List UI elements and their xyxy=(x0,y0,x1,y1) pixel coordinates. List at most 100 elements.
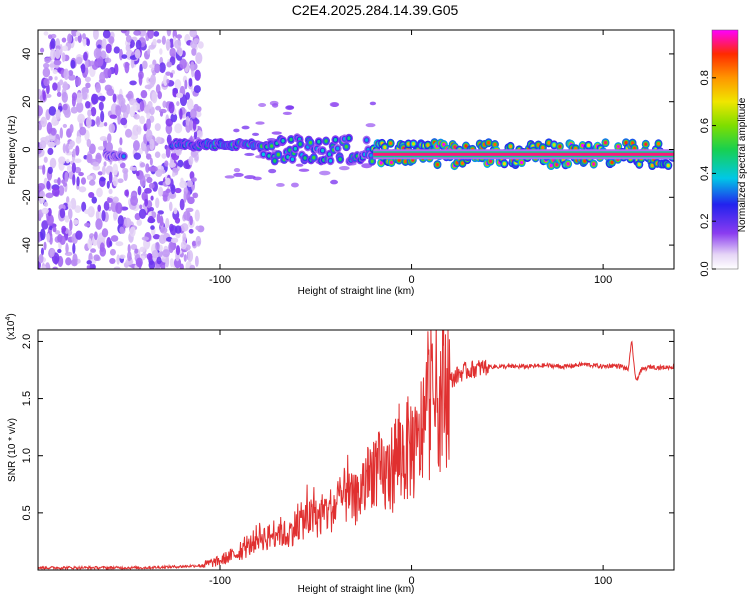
spectrogram-cell xyxy=(282,111,292,115)
spectrogram-cell xyxy=(317,139,321,144)
snr-axes: -100 0 100 0.5 1.0 1.5 2.0 xyxy=(21,330,674,587)
spectrogram-cell xyxy=(656,141,661,146)
spectrogram-cell xyxy=(541,145,545,150)
spectrogram-cell xyxy=(38,146,42,155)
spectrogram-cell xyxy=(289,137,293,142)
spectrogram-cell xyxy=(122,154,126,159)
spectrogram-cell xyxy=(38,105,43,117)
spectrogram-cell xyxy=(61,91,68,103)
spectrogram-cell xyxy=(169,47,176,58)
spectrogram-cell xyxy=(193,130,198,140)
spectrogram-cell xyxy=(39,140,47,150)
spectrogram-cell xyxy=(43,31,49,36)
spectrogram-cell xyxy=(42,90,46,101)
spectrogram-cell xyxy=(136,219,142,227)
spectrogram-cell xyxy=(93,254,100,261)
spectrogram-cell xyxy=(197,41,204,49)
spectrogram-cell xyxy=(41,207,49,215)
spectrogram-cell xyxy=(65,142,70,154)
spectrogram-cell xyxy=(99,136,108,142)
spectrogram-cell xyxy=(168,241,174,254)
spectrogram-cell xyxy=(139,115,146,125)
spectrogram-cell xyxy=(233,128,240,133)
colorbar-axes: 0.0 0.2 0.4 0.6 0.8 xyxy=(699,70,716,277)
spectrogram-cell xyxy=(290,157,295,162)
colorbar-tick-label: 0.8 xyxy=(699,70,711,85)
spectrogram-cell xyxy=(184,79,188,90)
spectrogram-cell xyxy=(47,147,54,156)
spectrogram-cell xyxy=(165,71,172,76)
spectrogram-cell xyxy=(241,125,250,130)
spectrogram-cell xyxy=(170,72,174,78)
spectrogram-cell xyxy=(182,232,187,243)
spectrogram-cell xyxy=(152,38,157,46)
spectrogram-cell xyxy=(109,240,113,247)
spectrogram-cell xyxy=(174,79,182,90)
spectrogram-cell xyxy=(180,241,187,250)
spectrogram-cell xyxy=(180,223,189,232)
spectrogram-cell xyxy=(189,119,194,131)
spectrogram-cell xyxy=(146,77,150,84)
spectrogram-cell xyxy=(166,30,172,37)
spectrogram-cell xyxy=(139,175,146,188)
spectrogram-cell xyxy=(90,248,97,253)
spectrogram-cell xyxy=(319,170,331,176)
spectrogram-cell xyxy=(195,235,202,247)
spectrogram-cell xyxy=(173,257,182,269)
colorbar-gradient xyxy=(711,29,739,270)
snr-ylabel: SNR (10 * v/v) xyxy=(7,418,18,482)
spectrogram-cell xyxy=(41,265,47,269)
spectrogram-cell xyxy=(164,160,169,167)
spectrogram-cell xyxy=(149,157,153,166)
spectrogram-cell xyxy=(80,177,87,185)
spectrogram-cell xyxy=(155,197,160,209)
spectrogram-cell xyxy=(159,111,164,117)
spectrogram-cell xyxy=(38,183,46,191)
spectrogram-cell xyxy=(61,37,67,43)
spectrogram-cell xyxy=(68,70,74,76)
spectrogram-cell xyxy=(125,258,134,266)
spectrogram-cell xyxy=(121,104,127,113)
snr-xtick-label: 100 xyxy=(594,575,612,587)
spectrogram-cell xyxy=(46,180,51,190)
spectrogram-cell xyxy=(144,198,149,207)
spectrogram-cell xyxy=(558,144,562,149)
spectrogram-cell xyxy=(255,121,265,125)
snr-xtick-label: -100 xyxy=(209,575,231,587)
spectrogram-cell xyxy=(90,106,97,117)
spectrogram-cell xyxy=(270,144,274,148)
spectrogram-cell xyxy=(120,117,128,126)
spectrogram-cell xyxy=(84,58,89,71)
spectrogram-cell xyxy=(159,215,164,227)
spectrogram-cell xyxy=(112,176,119,187)
spectrogram-cell xyxy=(119,162,126,169)
spectrogram-cell xyxy=(78,172,84,177)
spectrogram-cell xyxy=(150,225,155,230)
spectrogram-cell xyxy=(88,143,96,155)
spectrogram-cell xyxy=(90,60,94,66)
spectrogram-cell xyxy=(183,210,191,221)
spectrogram-cell xyxy=(185,116,190,126)
spectrogram-cell xyxy=(74,36,79,42)
spectrogram-ytick-label: 0 xyxy=(21,146,33,152)
spectrogram-cell xyxy=(43,201,49,207)
spectrogram-cell xyxy=(119,137,123,146)
spectrogram-cell xyxy=(105,141,114,153)
spectrogram-cell xyxy=(65,158,70,164)
spectrogram-cell xyxy=(312,155,316,160)
spectrogram-cell xyxy=(130,243,138,250)
spectrogram-cell xyxy=(183,190,187,203)
spectrogram-cell xyxy=(190,108,197,119)
spectrogram-cell xyxy=(327,152,332,157)
spectrogram-cell xyxy=(155,241,160,251)
spectrogram-cell xyxy=(117,215,124,227)
spectrogram-cell xyxy=(435,162,440,167)
spectrogram-cell xyxy=(172,87,178,93)
spectrogram-cell xyxy=(493,142,497,147)
spectrogram-cell xyxy=(146,253,153,261)
spectrogram-cell xyxy=(49,157,57,169)
spectrogram-cell xyxy=(166,61,173,68)
spectrogram-ytick-label: -40 xyxy=(21,237,33,253)
spectrogram-cell xyxy=(48,225,53,231)
spectrogram-cell xyxy=(146,176,153,184)
